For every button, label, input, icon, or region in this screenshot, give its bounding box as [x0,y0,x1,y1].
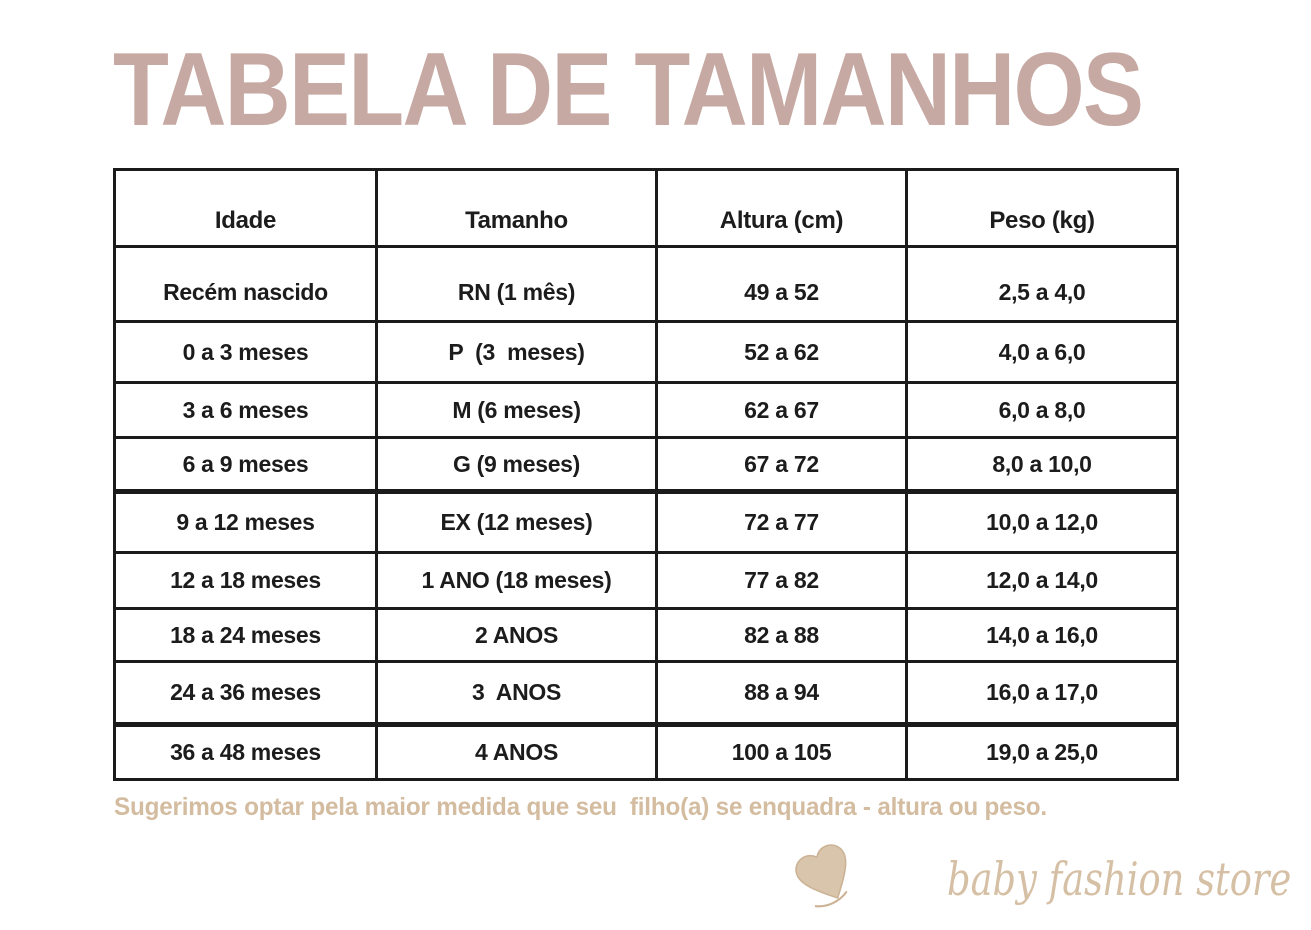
table-cell-tamanho: 3 ANOS [375,660,658,726]
table-row: Recém nascido RN (1 mês) 49 a 52 2,5 a 4… [113,245,1179,323]
table-cell-tamanho: EX (12 meses) [375,489,658,554]
table-cell-tamanho: 1 ANO (18 meses) [375,551,658,610]
table-cell-peso: 14,0 a 16,0 [905,607,1179,663]
brand-logo: baby fashion store [795,844,1291,910]
table-cell-altura: 77 a 82 [655,551,908,610]
table-cell-altura: 52 a 62 [655,320,908,384]
table-cell-tamanho: M (6 meses) [375,381,658,439]
table-cell-tamanho: RN (1 mês) [375,245,658,323]
table-cell-tamanho: P (3 meses) [375,320,658,384]
table-cell-peso: 6,0 a 8,0 [905,381,1179,439]
table-row: 24 a 36 meses 3 ANOS 88 a 94 16,0 a 17,0 [113,660,1179,726]
table-row: 3 a 6 meses M (6 meses) 62 a 67 6,0 a 8,… [113,381,1179,439]
table-cell-peso: 10,0 a 12,0 [905,489,1179,554]
column-header-altura: Altura (cm) [655,168,908,248]
column-header-peso: Peso (kg) [905,168,1179,248]
table-cell-peso: 2,5 a 4,0 [905,245,1179,323]
table-cell-idade: 36 a 48 meses [113,722,378,781]
logo-text: baby fashion store [946,852,1291,906]
page-title: TABELA DE TAMANHOS [113,32,1144,148]
table-cell-altura: 100 a 105 [655,722,908,781]
table-cell-idade: 3 a 6 meses [113,381,378,439]
table-row: 18 a 24 meses 2 ANOS 82 a 88 14,0 a 16,0 [113,607,1179,663]
heart-icon [795,844,848,908]
table-cell-peso: 19,0 a 25,0 [905,722,1179,781]
table-cell-altura: 62 a 67 [655,381,908,439]
table-cell-altura: 82 a 88 [655,607,908,663]
table-cell-peso: 8,0 a 10,0 [905,436,1179,493]
size-table: Idade Tamanho Altura (cm) Peso (kg) Recé… [113,168,1179,781]
table-cell-peso: 12,0 a 14,0 [905,551,1179,610]
column-header-idade: Idade [113,168,378,248]
table-cell-tamanho: 2 ANOS [375,607,658,663]
table-cell-altura: 67 a 72 [655,436,908,493]
table-cell-idade: 9 a 12 meses [113,489,378,554]
table-row: 36 a 48 meses 4 ANOS 100 a 105 19,0 a 25… [113,722,1179,781]
table-cell-tamanho: G (9 meses) [375,436,658,493]
table-cell-idade: Recém nascido [113,245,378,323]
table-row: 0 a 3 meses P (3 meses) 52 a 62 4,0 a 6,… [113,320,1179,384]
size-note: Sugerimos optar pela maior medida que se… [114,793,1047,821]
table-cell-peso: 16,0 a 17,0 [905,660,1179,726]
table-cell-idade: 24 a 36 meses [113,660,378,726]
table-cell-tamanho: 4 ANOS [375,722,658,781]
table-cell-peso: 4,0 a 6,0 [905,320,1179,384]
table-header-row: Idade Tamanho Altura (cm) Peso (kg) [113,168,1179,248]
table-cell-altura: 88 a 94 [655,660,908,726]
table-cell-idade: 18 a 24 meses [113,607,378,663]
table-cell-idade: 0 a 3 meses [113,320,378,384]
column-header-tamanho: Tamanho [375,168,658,248]
table-row: 9 a 12 meses EX (12 meses) 72 a 77 10,0 … [113,489,1179,554]
table-cell-idade: 6 a 9 meses [113,436,378,493]
table-row: 12 a 18 meses 1 ANO (18 meses) 77 a 82 1… [113,551,1179,610]
table-cell-altura: 49 a 52 [655,245,908,323]
table-cell-idade: 12 a 18 meses [113,551,378,610]
table-cell-altura: 72 a 77 [655,489,908,554]
table-row: 6 a 9 meses G (9 meses) 67 a 72 8,0 a 10… [113,436,1179,493]
